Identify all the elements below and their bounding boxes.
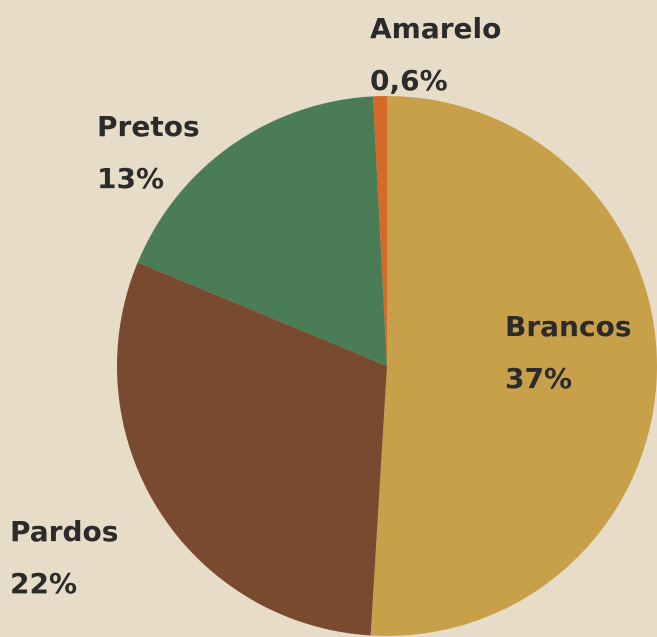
slice-label: Amarelo [370, 12, 501, 45]
slice-label: Pardos [10, 515, 118, 548]
pie-slice [370, 96, 657, 636]
slice-label: Brancos [505, 310, 631, 343]
pie-slice [372, 96, 387, 366]
slice-value-label: 22% [10, 567, 77, 600]
slice-label: Pretos [97, 110, 200, 143]
slice-value-label: 37% [505, 362, 572, 395]
slice-value-label: 0,6% [370, 64, 448, 97]
pie-slice [137, 96, 387, 366]
pie-slice [116, 262, 387, 636]
slice-value-label: 13% [97, 162, 164, 195]
